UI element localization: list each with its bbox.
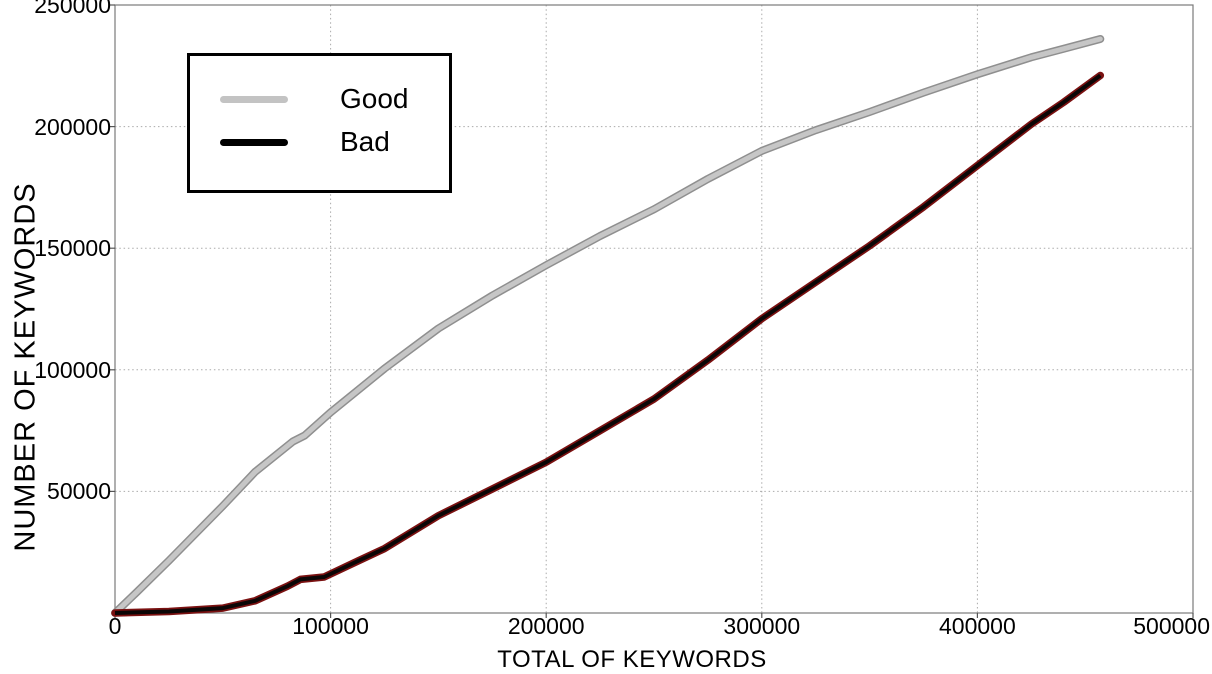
legend-label-bad: Bad [340, 126, 390, 157]
x-tick-label: 500000 [1133, 613, 1210, 639]
y-tick-label: 100000 [34, 356, 111, 383]
good-line-swatch [220, 95, 288, 103]
legend: Good Bad [187, 53, 452, 193]
legend-label-good: Good [340, 83, 409, 114]
bad-line-swatch [220, 138, 288, 146]
y-tick-label: 150000 [34, 235, 111, 262]
legend-entry-bad: Bad [220, 128, 390, 156]
x-tick-label: 100000 [292, 613, 369, 639]
y-tick-label: 250000 [34, 0, 111, 18]
x-axis-title: TOTAL OF KEYWORDS [497, 646, 767, 673]
x-tick-label: 400000 [939, 613, 1016, 639]
x-tick-label: 300000 [723, 613, 801, 639]
y-tick-label: 50000 [47, 478, 111, 505]
x-tick-label: 200000 [507, 613, 585, 639]
legend-entry-good: Good [220, 85, 409, 113]
y-axis-title: NUMBER OF KEYWORDS [9, 182, 42, 552]
x-tick-label: 0 [108, 613, 122, 639]
y-tick-label: 200000 [34, 113, 111, 140]
